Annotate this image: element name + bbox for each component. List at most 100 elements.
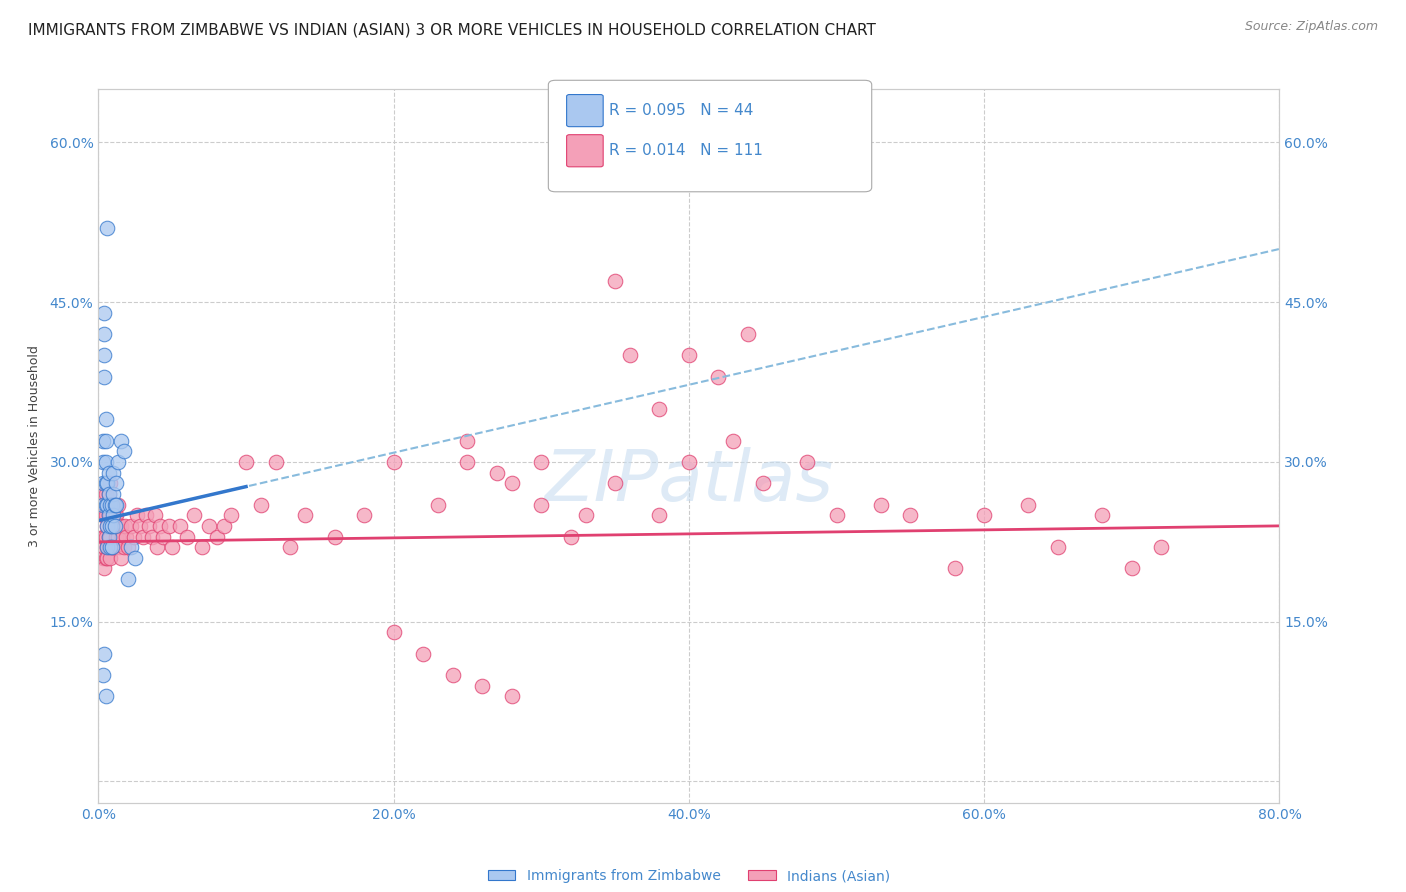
Point <box>93 508 115 523</box>
Point <box>235 455 257 469</box>
Point <box>678 349 700 363</box>
Point <box>1017 498 1039 512</box>
Point <box>98 519 121 533</box>
Y-axis label: 3 or more Vehicles in Household: 3 or more Vehicles in Household <box>28 345 41 547</box>
Point <box>107 455 129 469</box>
Point <box>456 455 478 469</box>
Point <box>678 455 700 469</box>
Point <box>97 487 120 501</box>
Point <box>183 508 205 523</box>
Point <box>103 487 125 501</box>
Point <box>94 455 117 469</box>
Point <box>382 455 405 469</box>
Point <box>751 476 773 491</box>
Point <box>93 529 115 543</box>
Point <box>264 455 287 469</box>
Point <box>93 349 115 363</box>
Point <box>619 349 641 363</box>
Point <box>104 498 127 512</box>
Point <box>94 529 117 543</box>
Point <box>169 519 191 533</box>
Text: ZIPatlas: ZIPatlas <box>544 447 834 516</box>
Point <box>96 540 118 554</box>
Point <box>1046 540 1069 554</box>
Point <box>605 274 627 288</box>
Point <box>530 455 553 469</box>
Point <box>796 455 818 469</box>
Legend: Immigrants from Zimbabwe, Indians (Asian): Immigrants from Zimbabwe, Indians (Asian… <box>482 863 896 888</box>
Point <box>157 519 180 533</box>
Point <box>530 498 553 512</box>
Point <box>707 369 730 384</box>
Point <box>138 519 160 533</box>
Point <box>212 519 235 533</box>
Point <box>117 540 139 554</box>
Point <box>97 508 120 523</box>
Point <box>93 540 115 554</box>
Point <box>91 476 114 491</box>
Point <box>382 625 405 640</box>
Point <box>91 529 114 543</box>
Point <box>191 540 214 554</box>
Point <box>107 498 129 512</box>
Point <box>104 519 127 533</box>
Point <box>100 498 122 512</box>
Point <box>412 647 434 661</box>
Point <box>143 508 166 523</box>
Point <box>120 540 142 554</box>
Point <box>107 529 129 543</box>
Point <box>94 487 117 501</box>
Point <box>91 434 114 448</box>
Point <box>91 668 114 682</box>
Point <box>103 466 125 480</box>
Point <box>98 540 121 554</box>
Point <box>124 550 146 565</box>
Point <box>96 220 118 235</box>
Point <box>869 498 891 512</box>
Point <box>111 529 134 543</box>
Point <box>96 476 118 491</box>
Text: Source: ZipAtlas.com: Source: ZipAtlas.com <box>1244 20 1378 33</box>
Point <box>98 508 121 523</box>
Point <box>105 498 128 512</box>
Point <box>97 508 120 523</box>
Point <box>97 466 120 480</box>
Point <box>91 550 114 565</box>
Point <box>94 412 117 426</box>
Point <box>219 508 242 523</box>
Point <box>152 529 174 543</box>
Point <box>93 327 115 342</box>
Point <box>97 487 120 501</box>
Point <box>104 540 127 554</box>
Point <box>94 508 117 523</box>
Point <box>110 550 132 565</box>
Point <box>96 550 118 565</box>
Point <box>105 476 128 491</box>
Point <box>100 540 122 554</box>
Point <box>115 529 138 543</box>
Point <box>96 519 118 533</box>
Point <box>104 508 127 523</box>
Point <box>112 540 135 554</box>
Point <box>108 540 131 554</box>
Point <box>323 529 346 543</box>
Point <box>122 529 145 543</box>
Point <box>825 508 848 523</box>
Point <box>100 519 122 533</box>
Point <box>93 561 115 575</box>
Point <box>648 401 671 416</box>
Point <box>96 519 118 533</box>
Point <box>125 508 148 523</box>
Point <box>146 540 169 554</box>
Point <box>294 508 316 523</box>
Point <box>278 540 302 554</box>
Point <box>117 572 139 586</box>
Point <box>93 647 115 661</box>
Point <box>96 498 118 512</box>
Point <box>105 529 128 543</box>
Point <box>501 690 523 704</box>
Point <box>128 519 150 533</box>
Point <box>98 476 121 491</box>
Point <box>1150 540 1173 554</box>
Point <box>471 679 494 693</box>
